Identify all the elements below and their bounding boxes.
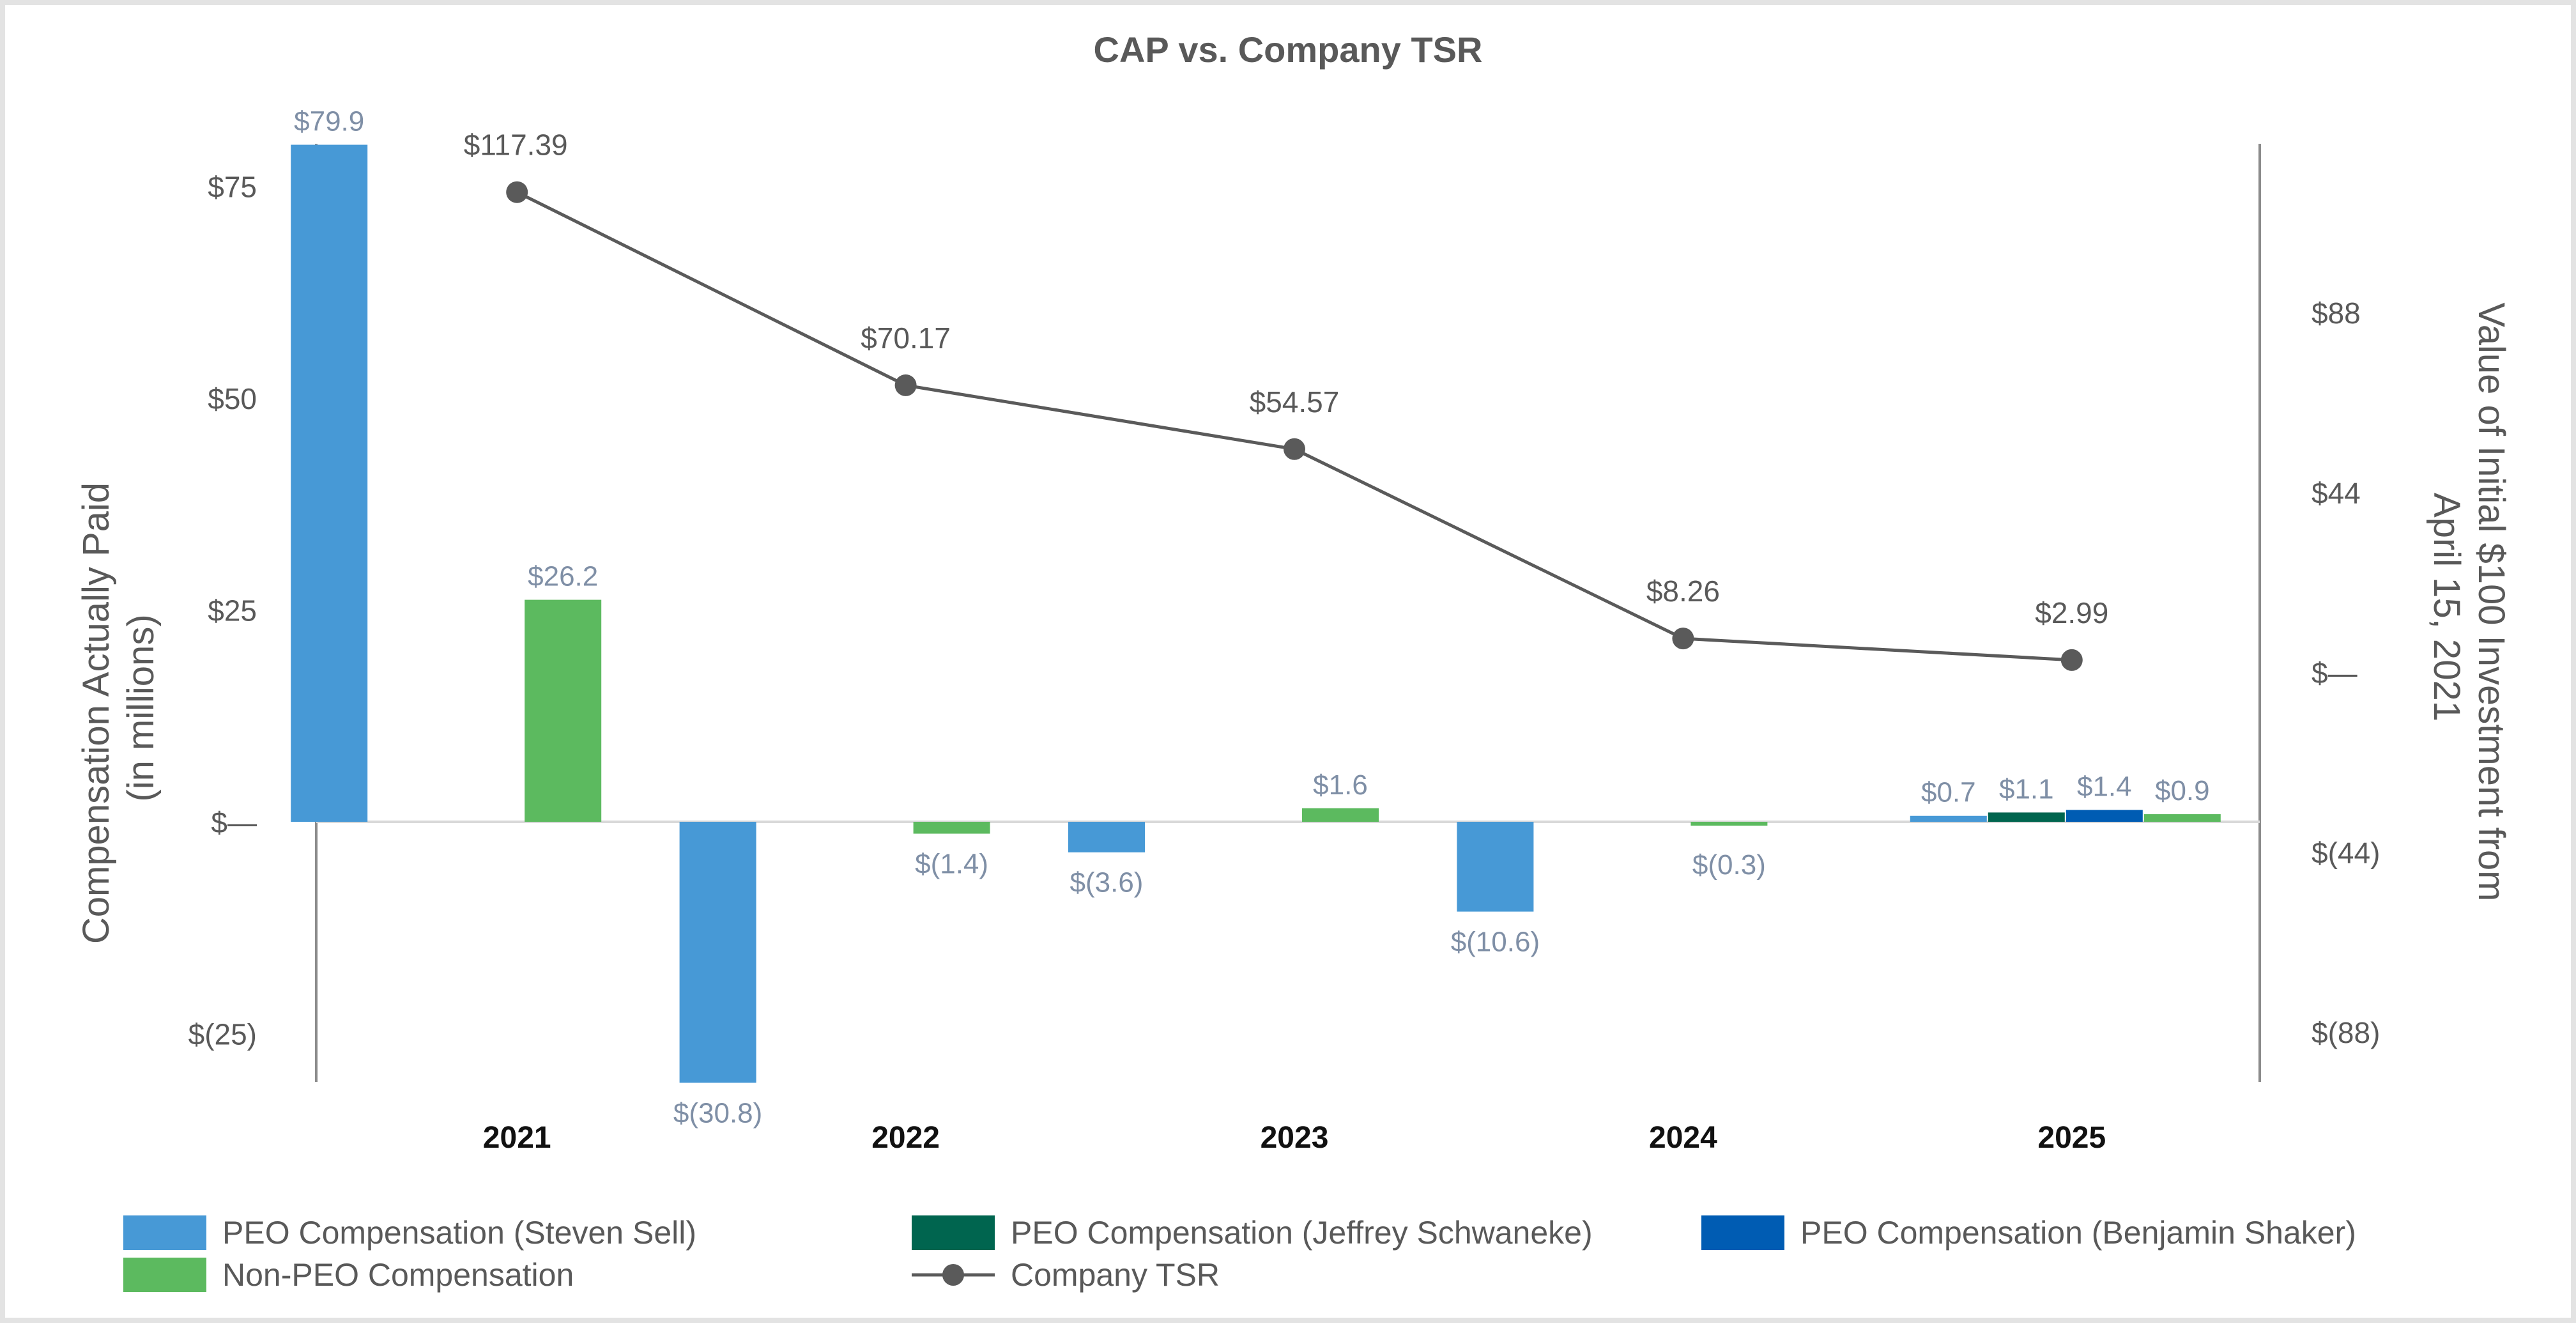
bar-peo-compensation-jeffrey-schwaneke-2025 [1988,812,2065,822]
legend-swatch [123,1215,206,1250]
y-axis-left-label: Compensation Actually Paid (in millions) [75,472,162,944]
legend-swatch [123,1258,206,1292]
legend: PEO Compensation (Steven Sell) PEO Compen… [123,1215,2356,1293]
legend-label: Company TSR [1011,1257,1220,1293]
legend-label: PEO Compensation (Jeffrey Schwaneke) [1011,1215,1593,1251]
bar-non-peo-compensation-2024 [1690,822,1768,826]
bar-labels-group: $79.9 $26.2 $(30.8) $(1.4) $(3.6) $1.6 $(10.6)… [294,106,2209,1129]
legend-label: PEO Compensation (Steven Sell) [222,1215,696,1251]
y-left-tick-label: $— [211,806,257,839]
y-left-tick-label: $25 [208,594,257,628]
y-axis-left-label-line2: (in millions) [120,614,162,801]
tsr-data-label: $70.17 [861,321,951,355]
y-axis-right-label: Value of Initial $100 Investment from Ap… [2426,302,2512,911]
y-right-tick-label: $(44) [2312,836,2380,870]
legend-label: Non-PEO Compensation [222,1257,574,1293]
bar-peo-compensation-steven-sell-2024 [1457,822,1534,912]
legend-label: PEO Compensation (Benjamin Shaker) [1800,1215,2356,1251]
bar-non-peo-compensation-2023 [1302,808,1379,822]
tsr-point [1672,628,1694,650]
bar-non-peo-compensation-2025 [2143,814,2221,822]
bar-peo-compensation-steven-sell-2025 [1910,815,1987,822]
y-right-tick-label: $88 [2312,297,2361,330]
x-axis-tick-label: 2021 [483,1121,551,1155]
legend-marker [942,1264,964,1286]
legend-item: PEO Compensation (Benjamin Shaker) [1701,1215,2356,1251]
bar-non-peo-compensation-2021 [525,599,602,822]
y-left-tick-label: $50 [208,382,257,415]
y-right-tick-label: $(88) [2312,1016,2380,1049]
bar-data-label: $1.6 [1313,769,1368,801]
y-axis-right-label-line1: Value of Initial $100 Investment from [2471,302,2512,901]
bar-data-label: $0.7 [1921,777,1976,808]
bar-peo-compensation-steven-sell-2023 [1068,822,1145,852]
bar-data-label: $(10.6) [1451,927,1540,958]
legend-item: PEO Compensation (Steven Sell) [123,1215,696,1251]
bar-peo-compensation-steven-sell-2022 [679,822,756,1083]
bar-data-label: $(30.8) [673,1097,762,1129]
tsr-data-label: $54.57 [1250,385,1340,419]
bar-peo-compensation-benjamin-shaker-2025 [2066,810,2143,822]
bars-group [291,144,2221,1083]
legend-swatch [1701,1215,1784,1250]
legend-item: PEO Compensation (Jeffrey Schwaneke) [912,1215,1593,1251]
bar-data-label: $26.2 [528,561,598,592]
legend-item: Non-PEO Compensation [123,1257,574,1293]
bar-data-label: $(1.4) [915,849,988,880]
legend-swatch [912,1215,995,1250]
y-right-tick-label: $— [2312,656,2358,690]
bar-data-label: $79.9 [294,106,364,137]
y-right-tick-label: $44 [2312,476,2361,509]
tsr-line-group: $117.39 $70.17 $54.57 $8.26 $2.99 [464,128,2108,671]
tsr-point [894,374,917,396]
bar-peo-compensation-steven-sell-2021 [291,144,368,822]
bar-data-label: $0.9 [2155,775,2210,806]
bar-non-peo-compensation-2022 [913,822,990,834]
tsr-point [2060,649,2083,671]
x-axis-tick-label: 2023 [1261,1121,1329,1155]
tsr-point [1284,438,1305,460]
chart-title: CAP vs. Company TSR [1094,29,1483,70]
tsr-data-label: $2.99 [2035,596,2108,629]
tsr-point [506,181,528,203]
bar-data-label: $1.1 [1999,773,2054,805]
x-axis-tick-label: 2024 [1649,1121,1717,1155]
bar-data-label: $(0.3) [1692,849,1766,881]
y-axis-left-label-line1: Compensation Actually Paid [75,482,117,944]
tsr-data-label: $117.39 [464,128,568,162]
x-axis-labels-group: 2021 2022 2023 2024 2025 [483,1121,2106,1155]
bar-data-label: $1.4 [2077,771,2132,802]
x-axis-tick-label: 2022 [871,1121,940,1155]
legend-item: Company TSR [912,1257,1220,1293]
y-left-tick-label: $75 [208,171,257,204]
y-axis-right-label-line2: April 15, 2021 [2426,493,2467,721]
y-left-tick-label: $(25) [188,1018,257,1051]
tsr-data-label: $8.26 [1646,574,1720,608]
x-axis-tick-label: 2025 [2037,1121,2106,1155]
bar-data-label: $(3.6) [1070,867,1144,898]
